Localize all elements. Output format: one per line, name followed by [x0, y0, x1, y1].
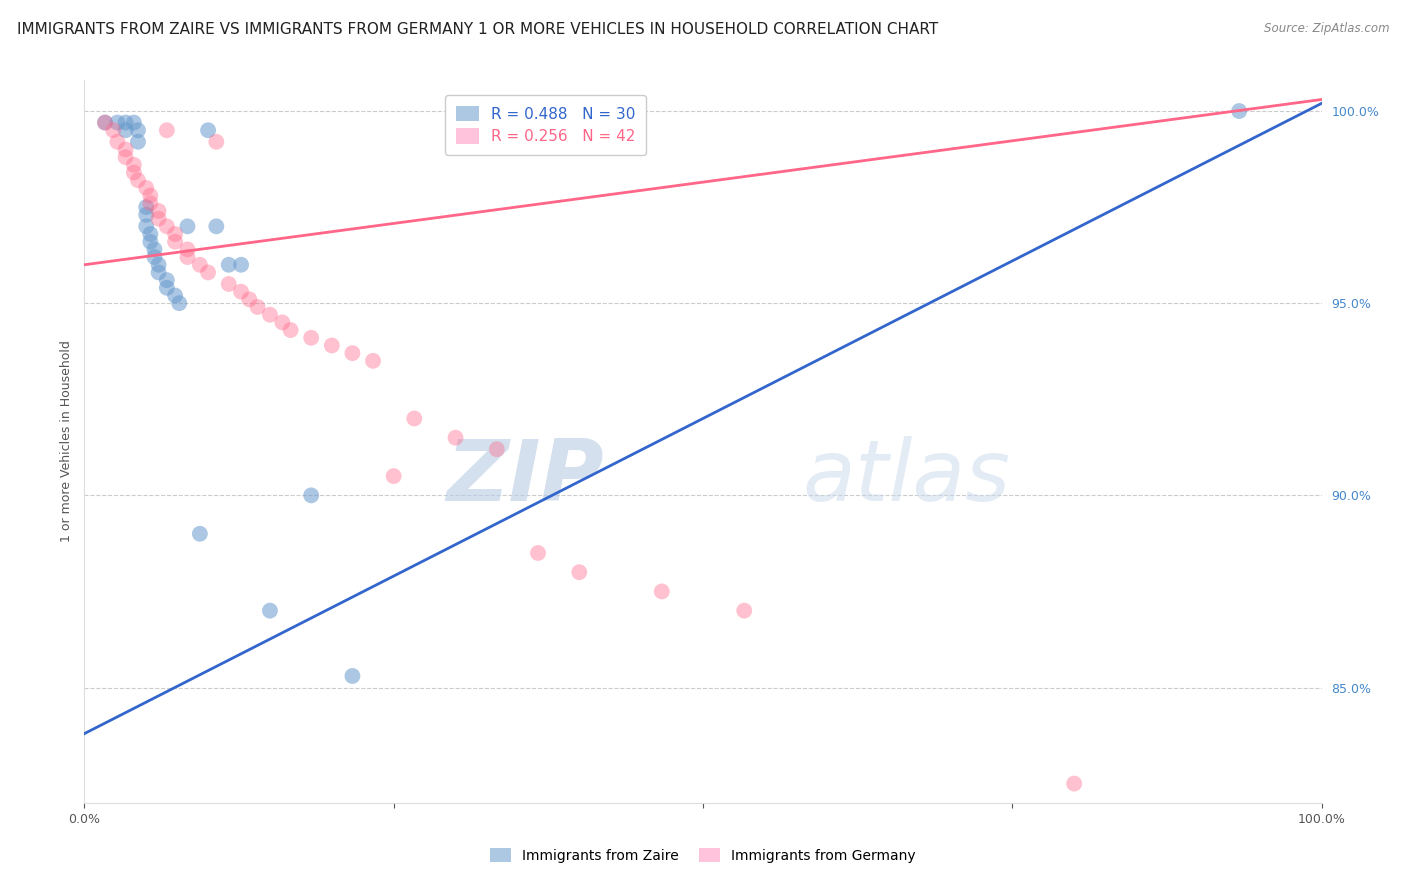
Point	[238, 293, 260, 307]
Point	[205, 135, 228, 149]
Point	[382, 469, 405, 483]
Point	[218, 258, 240, 272]
Point	[299, 488, 322, 502]
Legend: Immigrants from Zaire, Immigrants from Germany: Immigrants from Zaire, Immigrants from G…	[485, 842, 921, 868]
Point	[165, 235, 187, 249]
Point	[139, 196, 162, 211]
Point	[148, 211, 170, 226]
Point	[127, 135, 149, 149]
Point	[156, 281, 179, 295]
Point	[1227, 103, 1250, 118]
Point	[188, 258, 211, 272]
Point	[259, 308, 281, 322]
Point	[143, 243, 166, 257]
Point	[197, 123, 219, 137]
Point	[127, 173, 149, 187]
Point	[122, 165, 145, 179]
Point	[148, 258, 170, 272]
Point	[527, 546, 550, 560]
Point	[197, 265, 219, 279]
Point	[105, 135, 128, 149]
Point	[205, 219, 228, 234]
Point	[176, 219, 198, 234]
Point	[127, 123, 149, 137]
Point	[229, 258, 252, 272]
Point	[135, 181, 157, 195]
Text: atlas: atlas	[801, 436, 1010, 519]
Point	[342, 669, 364, 683]
Point	[176, 243, 198, 257]
Point	[94, 115, 117, 129]
Point	[271, 315, 294, 329]
Point	[148, 265, 170, 279]
Point	[342, 346, 364, 360]
Point	[103, 123, 125, 137]
Point	[246, 300, 269, 314]
Point	[122, 115, 145, 129]
Point	[176, 250, 198, 264]
Point	[259, 604, 281, 618]
Point	[361, 354, 384, 368]
Point	[321, 338, 343, 352]
Point	[733, 604, 755, 618]
Text: Source: ZipAtlas.com: Source: ZipAtlas.com	[1264, 22, 1389, 36]
Point	[485, 442, 508, 457]
Point	[122, 158, 145, 172]
Point	[218, 277, 240, 291]
Point	[280, 323, 302, 337]
Point	[299, 331, 322, 345]
Point	[114, 123, 136, 137]
Point	[114, 150, 136, 164]
Text: ZIP: ZIP	[446, 436, 605, 519]
Point	[167, 296, 190, 310]
Point	[135, 208, 157, 222]
Point	[156, 123, 179, 137]
Point	[651, 584, 673, 599]
Point	[444, 431, 467, 445]
Point	[1063, 776, 1085, 790]
Text: IMMIGRANTS FROM ZAIRE VS IMMIGRANTS FROM GERMANY 1 OR MORE VEHICLES IN HOUSEHOLD: IMMIGRANTS FROM ZAIRE VS IMMIGRANTS FROM…	[17, 22, 938, 37]
Point	[135, 219, 157, 234]
Point	[139, 235, 162, 249]
Point	[105, 115, 128, 129]
Point	[156, 219, 179, 234]
Point	[143, 250, 166, 264]
Point	[114, 143, 136, 157]
Point	[135, 200, 157, 214]
Point	[94, 115, 117, 129]
Y-axis label: 1 or more Vehicles in Household: 1 or more Vehicles in Household	[60, 341, 73, 542]
Point	[148, 203, 170, 218]
Point	[156, 273, 179, 287]
Point	[114, 115, 136, 129]
Point	[404, 411, 426, 425]
Point	[568, 565, 591, 579]
Point	[139, 227, 162, 241]
Point	[188, 526, 211, 541]
Point	[165, 227, 187, 241]
Point	[229, 285, 252, 299]
Point	[139, 188, 162, 202]
Point	[165, 288, 187, 302]
